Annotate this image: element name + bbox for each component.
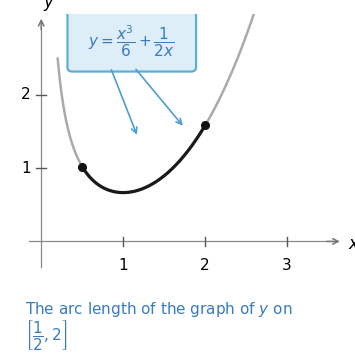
Text: 1: 1 (118, 257, 128, 273)
Text: 2: 2 (200, 257, 210, 273)
Text: 2: 2 (21, 87, 31, 103)
FancyBboxPatch shape (67, 10, 196, 71)
Text: $y$: $y$ (43, 0, 56, 13)
Text: $y = \dfrac{x^3}{6} + \dfrac{1}{2x}$: $y = \dfrac{x^3}{6} + \dfrac{1}{2x}$ (88, 23, 175, 58)
Text: $\left[\dfrac{1}{2}, 2\right]$: $\left[\dfrac{1}{2}, 2\right]$ (25, 318, 67, 352)
Text: $x$: $x$ (349, 235, 355, 253)
Text: 1: 1 (21, 161, 31, 176)
Text: 3: 3 (282, 257, 292, 273)
Text: The arc length of the graph of $y$ on: The arc length of the graph of $y$ on (25, 300, 293, 319)
